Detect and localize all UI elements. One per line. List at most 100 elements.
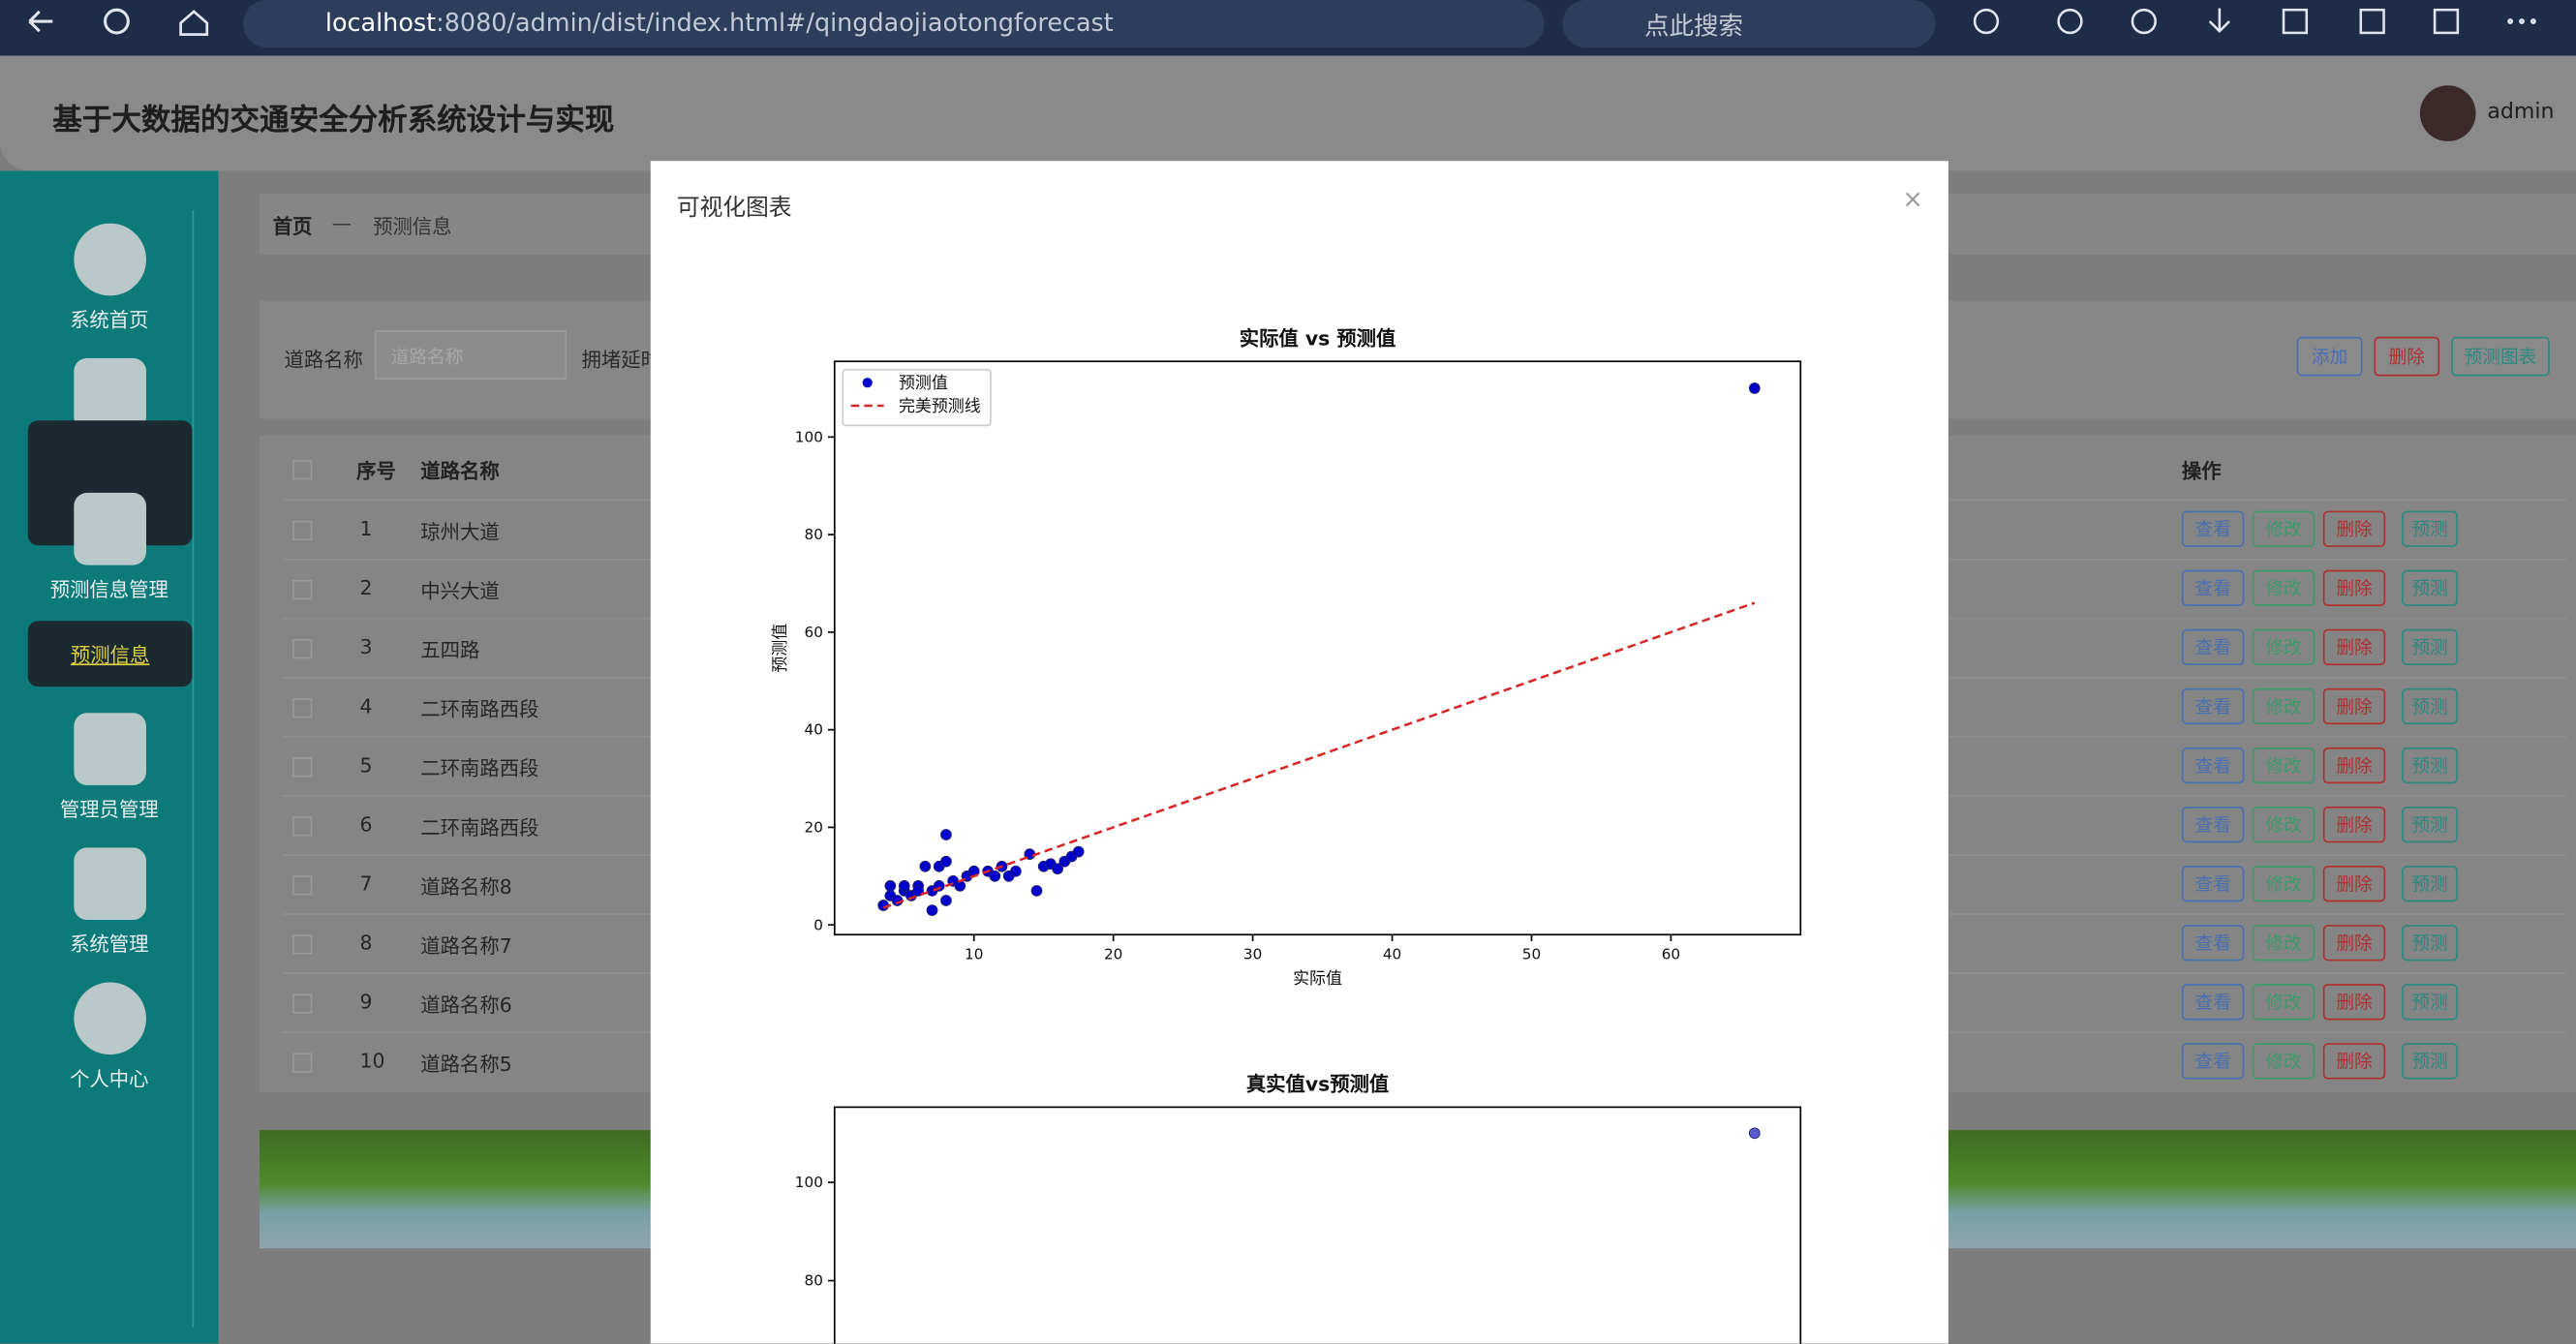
row-checkbox[interactable] [291,520,313,541]
menu-item[interactable]: 预测信息管理 [49,578,169,601]
table-cell: 琼州大道 [420,520,500,544]
table-cell: 五四路 [420,638,480,662]
road-input[interactable]: 道路名称 [374,329,567,380]
row-action[interactable]: 查看 [2181,866,2245,902]
scatter-point [919,860,932,872]
row-checkbox[interactable] [291,816,313,837]
y-tick-label: 40 [805,721,823,739]
toolbar-button[interactable]: 预测图表 [2451,336,2550,377]
scatter-point [898,880,910,892]
row-action[interactable]: 修改 [2252,747,2315,784]
y-tick-label: 20 [805,819,823,837]
row-action[interactable]: 修改 [2252,866,2315,902]
y-tick-label: 100 [795,1174,823,1191]
row-action[interactable]: 预测 [2402,806,2458,843]
menu-item[interactable]: 系统首页 [70,308,149,332]
menu-item[interactable]: 管理员管理 [59,798,159,822]
row-action[interactable]: 查看 [2181,925,2245,962]
x-tick-label: 10 [965,946,983,963]
row-action[interactable]: 查看 [2181,984,2245,1021]
table-cell: 中兴大道 [420,579,500,603]
row-checkbox[interactable] [291,993,313,1014]
row-action[interactable]: 修改 [2252,984,2315,1021]
row-action[interactable]: 查看 [2181,1043,2245,1080]
row-action[interactable]: 预测 [2402,1043,2458,1080]
row-action[interactable]: 修改 [2252,628,2315,666]
x-tick-label: 20 [1104,946,1122,963]
submenu-bg [27,621,193,687]
row-action[interactable]: 预测 [2402,510,2458,547]
table-cell: 2 [359,576,373,600]
row-checkbox[interactable] [291,1053,313,1073]
menu-item[interactable]: 系统管理 [70,932,149,957]
address-bar[interactable]: localhost:8080/admin/dist/index.html#/qi… [243,0,1545,48]
row-checkbox[interactable] [291,934,313,955]
row-action[interactable]: 查看 [2181,628,2245,666]
table-cell: 4 [359,694,373,718]
menu-icon [74,713,146,785]
modal-close[interactable]: × [1902,184,1923,214]
row-action[interactable]: 预测 [2402,925,2458,962]
row-action[interactable]: 修改 [2252,925,2315,962]
submenu-item[interactable]: 预测信息 [70,644,150,667]
row-action[interactable]: 修改 [2252,510,2315,547]
row-action[interactable]: 预测 [2402,569,2458,606]
menu-icon [74,492,146,565]
row-action[interactable]: 预测 [2402,984,2458,1021]
plot-frame [833,360,1802,936]
toolbar-button[interactable]: 删除 [2374,336,2440,377]
row-checkbox[interactable] [291,757,313,778]
row-action[interactable]: 查看 [2181,806,2245,843]
row-action[interactable]: 修改 [2252,569,2315,606]
row-action[interactable]: 预测 [2402,747,2458,784]
row-checkbox[interactable] [291,697,313,718]
legend-label: 完美预测线 [899,396,981,415]
row-action[interactable]: 预测 [2402,866,2458,902]
table-cell: 道路名称8 [420,875,512,899]
table-cell: 道路名称7 [420,934,512,959]
scatter-point [940,855,952,868]
avatar[interactable] [2419,85,2476,141]
row-action[interactable]: 预测 [2402,628,2458,666]
row-action[interactable]: 预测 [2402,687,2458,725]
row-action[interactable]: 删除 [2322,628,2386,666]
row-action[interactable]: 删除 [2322,866,2386,902]
browser-toolbar: localhost:8080/admin/dist/index.html#/qi… [0,0,2576,56]
scatter-point [1010,865,1022,877]
legend-box [842,368,992,427]
row-action[interactable]: 删除 [2322,925,2386,962]
scatter-point [940,829,952,840]
row-action[interactable]: 删除 [2322,1043,2386,1080]
row-action[interactable]: 修改 [2252,1043,2315,1080]
legend-label: 预测值 [899,373,948,392]
row-checkbox[interactable] [291,875,313,896]
table-cell: 9 [359,990,373,1014]
scatter-point [926,904,938,916]
row-action[interactable]: 删除 [2322,510,2386,547]
row-checkbox[interactable] [291,579,313,600]
row-action[interactable]: 删除 [2322,747,2386,784]
row-action[interactable]: 查看 [2181,569,2245,606]
toolbar-button[interactable]: 添加 [2296,336,2363,377]
row-action[interactable]: 修改 [2252,806,2315,843]
row-action[interactable]: 删除 [2322,806,2386,843]
menu-item[interactable]: 个人中心 [70,1067,149,1091]
table-header: 序号 [356,460,396,483]
row-action[interactable]: 修改 [2252,687,2315,725]
row-action[interactable]: 删除 [2322,687,2386,725]
scatter-point [1748,1127,1761,1140]
input-placeholder: 道路名称 [390,346,464,369]
row-action[interactable]: 查看 [2181,510,2245,547]
row-action[interactable]: 删除 [2322,984,2386,1021]
scatter-point [1030,885,1043,897]
breadcrumb-home[interactable]: 首页 [272,215,313,238]
row-checkbox[interactable] [291,638,313,659]
y-tick-label: 80 [805,526,823,543]
search-box[interactable]: 点此搜索 [1562,0,1936,48]
row-action[interactable]: 删除 [2322,569,2386,606]
row-action[interactable]: 查看 [2181,747,2245,784]
row-action[interactable]: 查看 [2181,687,2245,725]
y-tick-label: 100 [795,428,823,445]
